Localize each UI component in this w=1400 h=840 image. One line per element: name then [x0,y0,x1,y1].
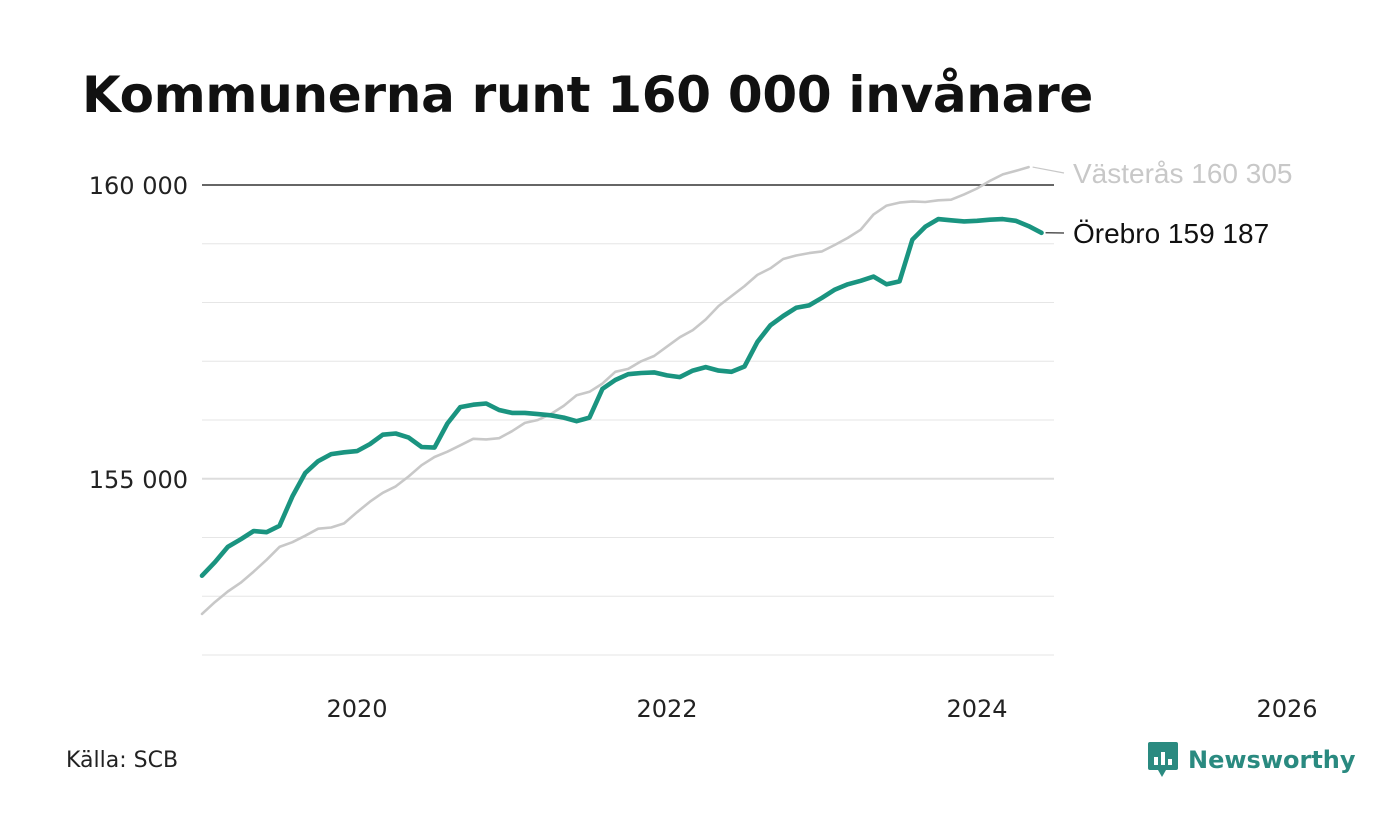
series-end-label-vasteras: Västerås 160 305 [1073,158,1293,189]
x-tick-label: 2020 [326,695,387,723]
y-tick-label: 155 000 [89,466,188,494]
newsworthy-logo: Newsworthy [1148,742,1356,778]
x-axis-tick-labels: 2020 2022 2024 2026 [326,695,1317,723]
x-tick-label: 2024 [946,695,1007,723]
series-end-labels: Västerås 160 305 Örebro 159 187 [1032,158,1293,249]
series-end-label-orebro: Örebro 159 187 [1073,218,1269,249]
gridlines [202,184,1054,656]
source-note: Källa: SCB [66,748,179,773]
series-label-leader [1032,166,1065,174]
chart-title: Kommunerna runt 160 000 invånare [82,66,1094,124]
newsworthy-logo-icon [1148,742,1178,777]
series-line-orebro [199,216,1044,578]
series-lines [199,165,1044,616]
y-axis-tick-labels: 155 000 160 000 [89,172,188,494]
y-tick-label: 160 000 [89,172,188,200]
brand-name: Newsworthy [1188,746,1356,774]
x-tick-label: 2022 [636,695,697,723]
series-line-vasteras [200,165,1030,616]
x-tick-label: 2026 [1256,695,1317,723]
